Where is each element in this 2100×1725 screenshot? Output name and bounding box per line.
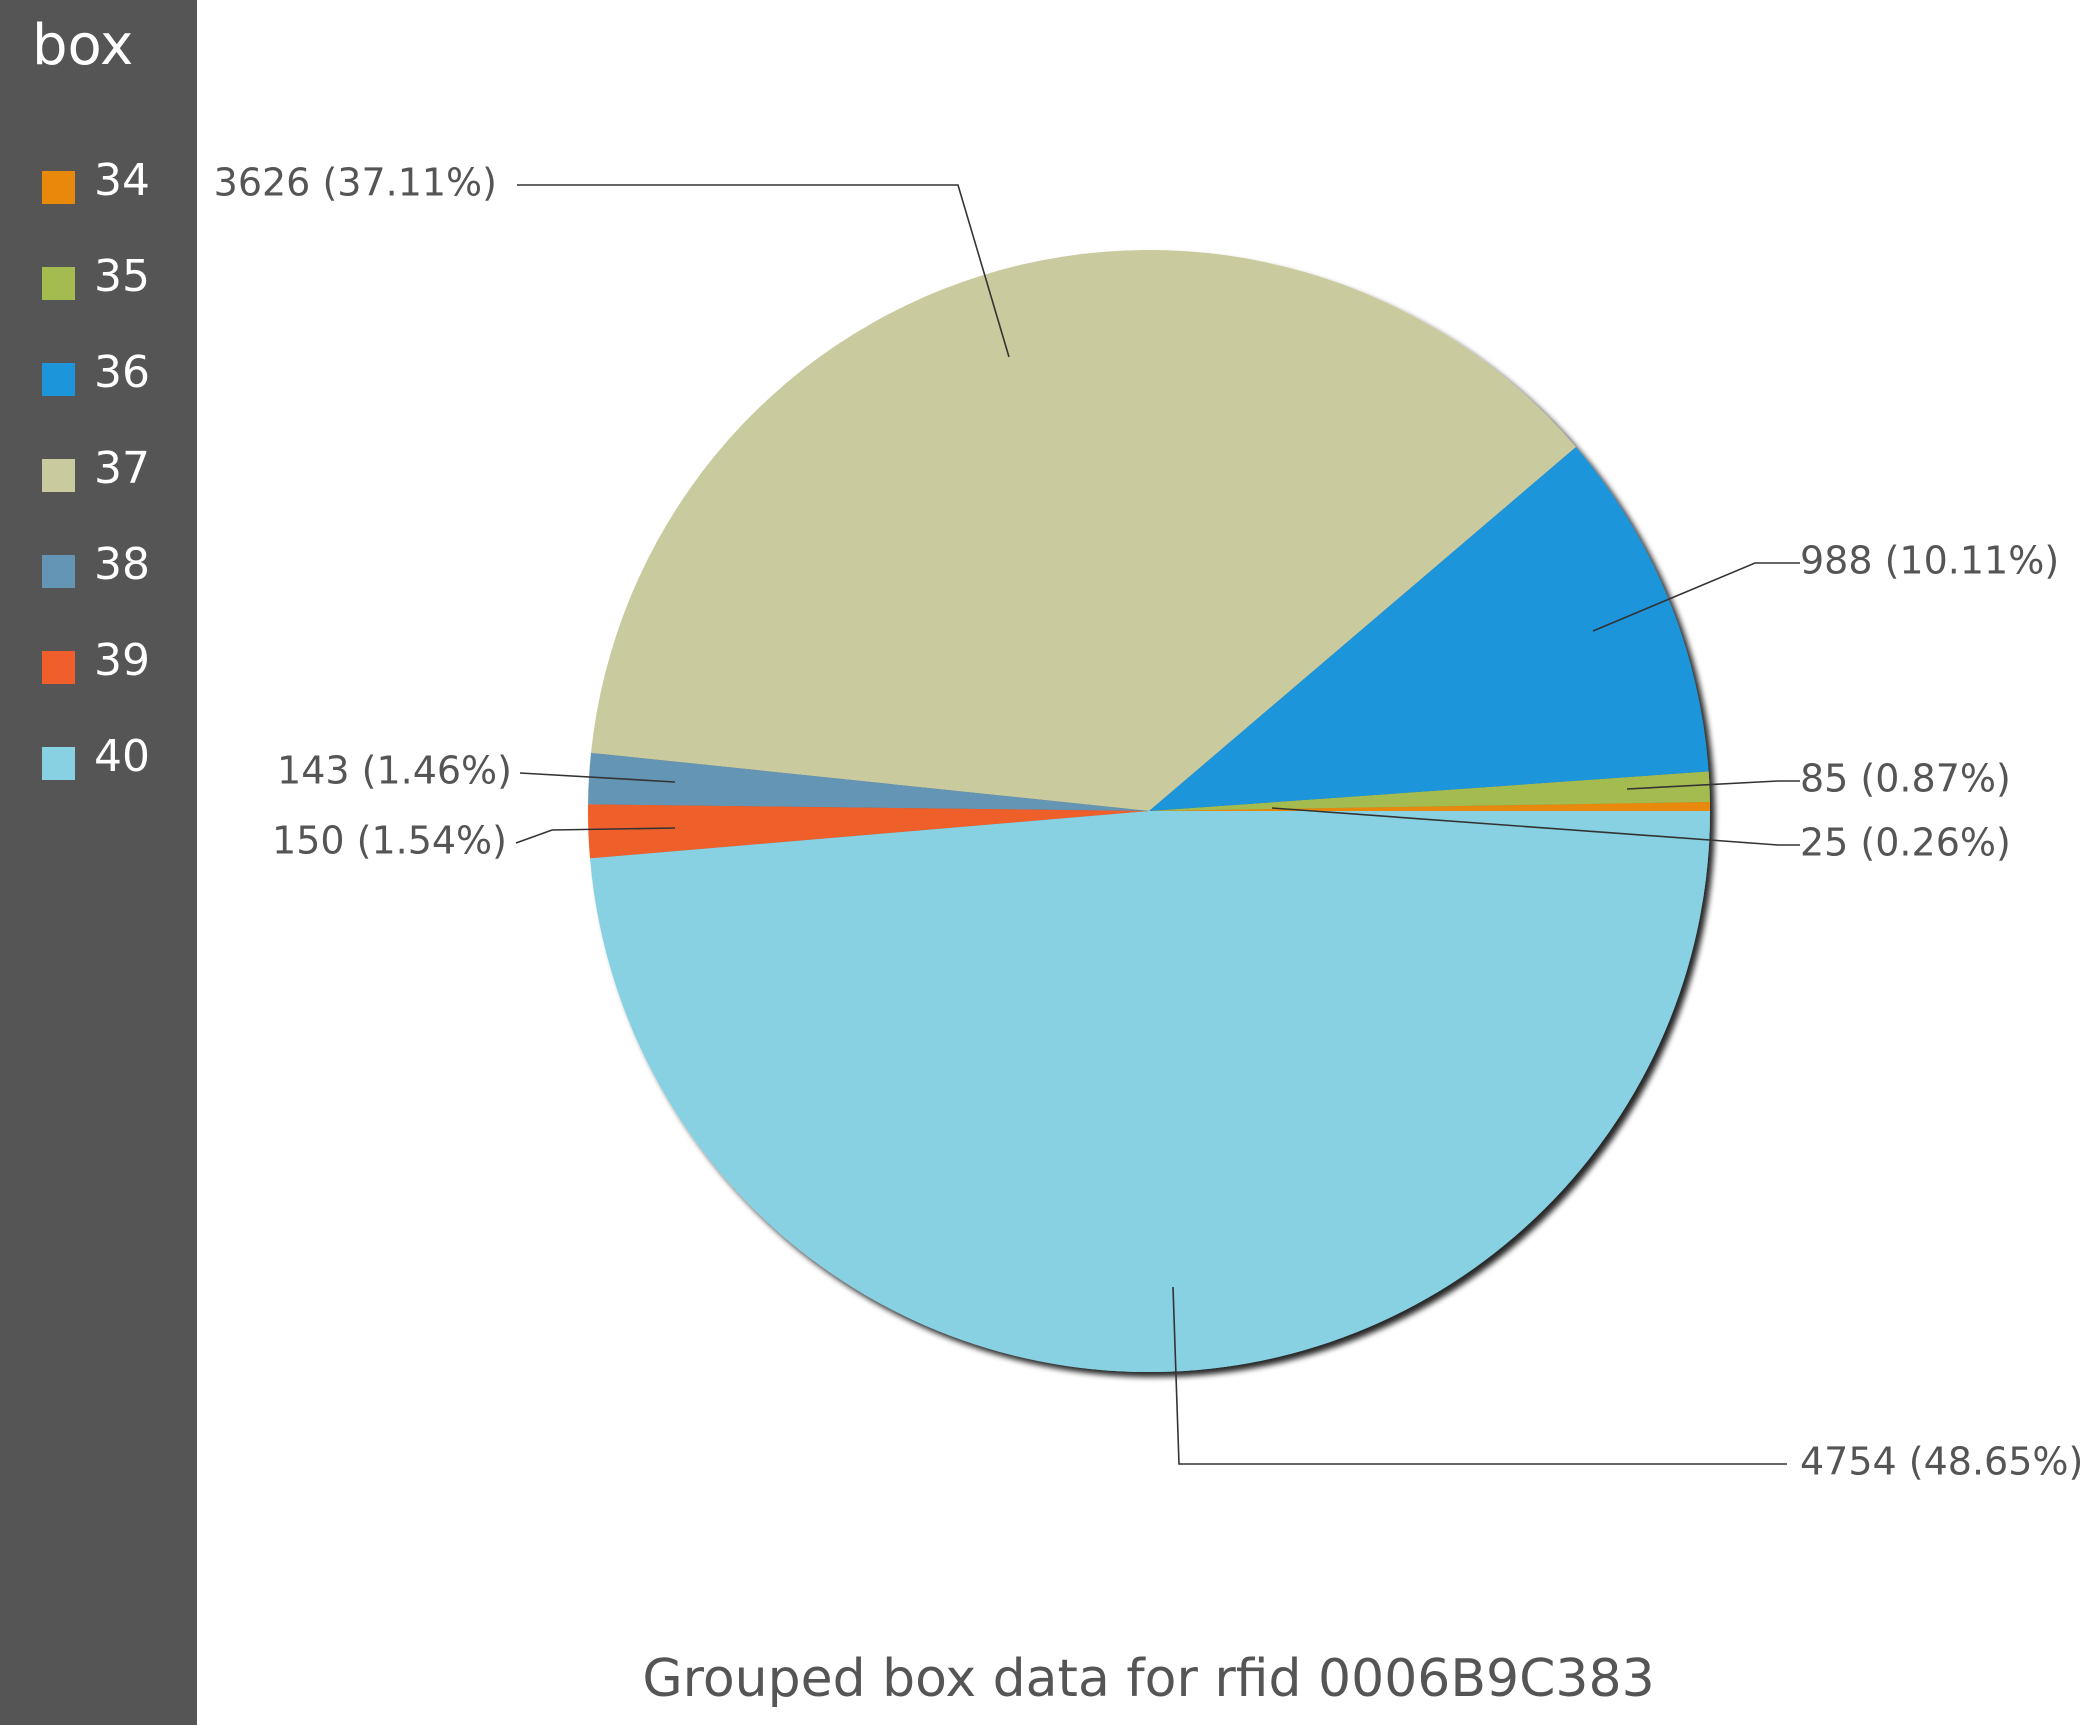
data-label: 25 (0.26%) <box>1800 821 2011 865</box>
leader-line <box>1626 780 1800 790</box>
legend-label: 39 <box>94 635 150 686</box>
legend-label: 34 <box>94 155 150 206</box>
data-label: 150 (1.54%) <box>272 819 507 863</box>
leader-line <box>1271 807 1800 846</box>
data-label: 988 (10.11%) <box>1800 539 2059 583</box>
legend-label: 40 <box>94 731 150 782</box>
legend-label: 38 <box>94 539 150 590</box>
pie-slice <box>1149 447 1709 811</box>
data-label: 3626 (37.11%) <box>214 161 497 205</box>
leader-line <box>515 827 676 844</box>
legend-label: 36 <box>94 347 150 398</box>
pie-slice <box>590 811 1710 1373</box>
legend-swatch <box>42 267 75 300</box>
leader-line <box>1172 1286 1787 1465</box>
legend-label: 37 <box>94 443 150 494</box>
legend-swatch <box>42 459 75 492</box>
data-label: 4754 (48.65%) <box>1800 1440 2083 1484</box>
legend: box 34 35 36 37 38 39 40 <box>0 0 197 1725</box>
pie-slice <box>587 804 1149 859</box>
leader-line <box>1592 562 1800 632</box>
pie-slice <box>1149 771 1710 811</box>
legend-swatch <box>42 651 75 684</box>
pie-slice <box>588 752 1149 811</box>
legend-label: 35 <box>94 251 150 302</box>
leader-line <box>517 184 1010 358</box>
legend-swatch <box>42 363 75 396</box>
legend-swatch <box>42 747 75 780</box>
chart-title: Grouped box data for rfid 0006B9C383 <box>642 1649 1655 1709</box>
legend-swatch <box>42 555 75 588</box>
legend-title: box <box>32 13 134 78</box>
leader-line <box>519 772 676 783</box>
legend-swatch <box>42 171 75 204</box>
data-label: 143 (1.46%) <box>277 749 512 793</box>
data-label: 85 (0.87%) <box>1800 757 2011 801</box>
pie-slice <box>591 249 1576 812</box>
